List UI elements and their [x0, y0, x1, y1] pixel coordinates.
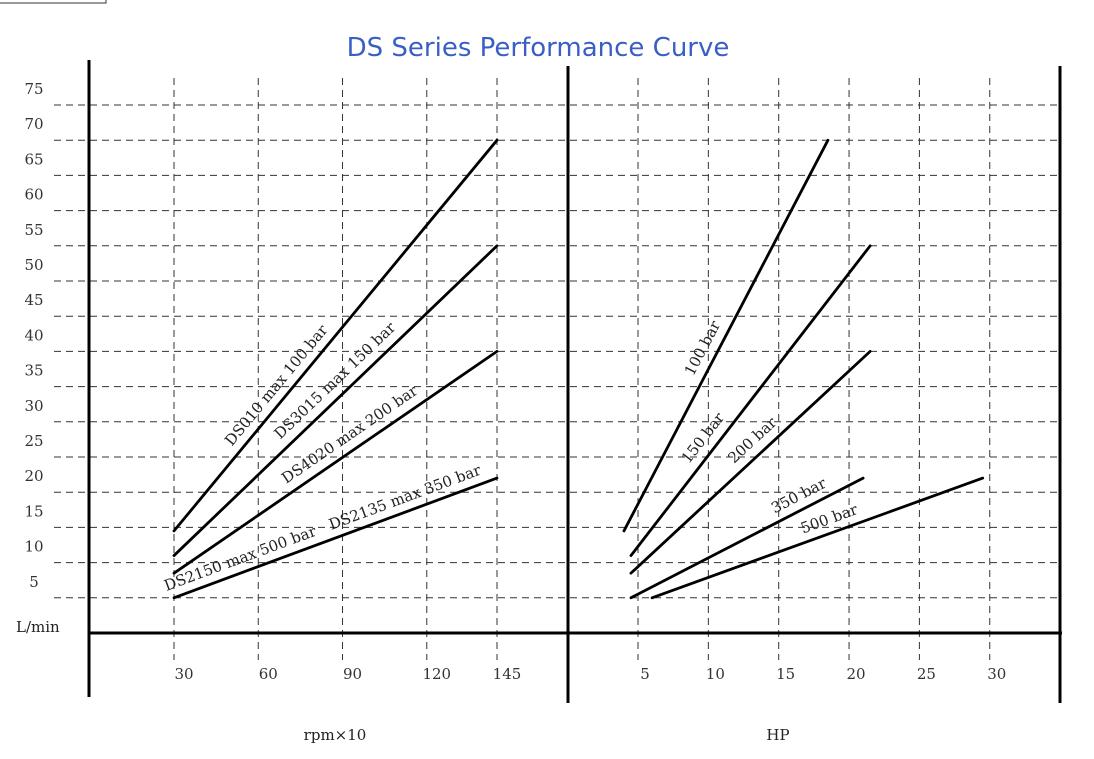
series-label: DS2135 max 350 bar — [326, 461, 484, 534]
x-axis-label-hp: HP — [766, 726, 789, 744]
y-axis-label: L/min — [16, 618, 60, 636]
x-tick-labels: 30 60 90 120 145 5 10 15 20 25 30 — [174, 665, 1006, 683]
y-tick-label: 65 — [24, 150, 43, 168]
x-tick-label: 25 — [917, 665, 936, 683]
y-tick-label: 40 — [24, 326, 43, 344]
series-line — [629, 349, 872, 575]
y-tick-label: 20 — [24, 467, 43, 485]
y-tick-label: 10 — [24, 538, 43, 556]
x-tick-label: 60 — [259, 665, 278, 683]
y-tick-label: 25 — [24, 432, 43, 450]
series-line — [629, 244, 872, 557]
y-tick-label: 45 — [24, 291, 43, 309]
x-tick-label: 120 — [422, 665, 451, 683]
y-tick-label: 70 — [24, 115, 43, 133]
y-tick-label: 30 — [24, 397, 43, 415]
y-tick-label: 50 — [24, 256, 43, 274]
x-tick-label: 90 — [343, 665, 362, 683]
y-tick-label: 75 — [24, 80, 43, 98]
series-line — [650, 476, 985, 600]
series-line — [622, 138, 830, 533]
y-tick-label: 60 — [24, 186, 43, 204]
series-line — [172, 244, 499, 557]
series-line — [172, 476, 499, 600]
corner-frame — [0, 0, 107, 4]
series-line — [172, 138, 499, 533]
series-label: 100 bar — [681, 317, 725, 378]
grid-lines — [54, 78, 1062, 660]
x-tick-label: 20 — [847, 665, 866, 683]
y-tick-label: 35 — [24, 362, 43, 380]
series-label: DS2150 max 500 bar — [162, 522, 320, 595]
x-tick-label: 5 — [640, 665, 650, 683]
y-tick-label: 5 — [29, 573, 39, 591]
series-lines — [172, 138, 985, 600]
y-tick-labels: 5 10 15 20 25 30 35 40 45 50 55 60 65 70 75 — [24, 80, 43, 591]
x-tick-label: 30 — [987, 665, 1006, 683]
x-axis-label-rpm: rpm×10 — [304, 726, 367, 744]
x-tick-label: 10 — [706, 665, 725, 683]
x-tick-label: 30 — [174, 665, 193, 683]
chart-title: DS Series Performance Curve — [347, 33, 730, 63]
axes — [87, 60, 1062, 703]
x-tick-label: 15 — [776, 665, 795, 683]
series-line — [629, 476, 865, 600]
x-tick-label: 145 — [493, 665, 522, 683]
series-line — [172, 349, 499, 575]
y-tick-label: 55 — [24, 221, 43, 239]
y-tick-label: 15 — [24, 502, 43, 520]
